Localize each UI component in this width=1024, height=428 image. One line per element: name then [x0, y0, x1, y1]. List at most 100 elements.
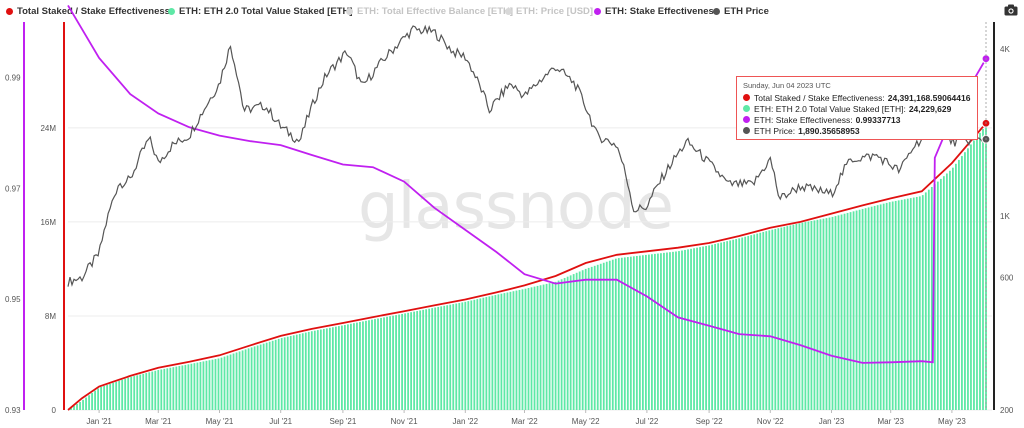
staked-bar — [696, 247, 698, 410]
staked-bar — [693, 248, 695, 410]
legend-label: ETH: ETH 2.0 Total Value Staked [ETH] — [179, 5, 353, 17]
staked-bar — [154, 370, 157, 410]
staked-bar — [596, 264, 599, 410]
total-staked-line — [67, 122, 987, 411]
staked-bar — [295, 334, 298, 410]
staked-bar — [771, 229, 774, 410]
staked-bar — [473, 299, 476, 410]
staked-bar — [434, 307, 437, 410]
staked-bar — [184, 364, 187, 410]
legend-label: Total Staked / Stake Effectiveness — [17, 5, 170, 17]
staked-bar — [380, 317, 382, 410]
staked-bar — [121, 379, 124, 410]
tooltip-swatch — [743, 127, 750, 134]
staked-bar — [76, 403, 78, 410]
staked-bar — [344, 324, 346, 410]
staked-bar — [765, 231, 768, 410]
staked-bar — [620, 257, 623, 410]
staked-bar — [157, 370, 160, 410]
staked-bar — [614, 258, 617, 410]
staked-bar — [223, 356, 226, 410]
staked-bar — [545, 283, 548, 410]
staked-bar — [395, 315, 397, 410]
staked-bar — [85, 397, 87, 410]
legend-swatch — [505, 7, 512, 15]
staked-bar — [169, 367, 172, 410]
staked-bar — [127, 377, 130, 410]
staked-bar — [347, 324, 349, 410]
staked-bar — [792, 224, 795, 410]
legend-item[interactable]: ETH: ETH 2.0 Total Value Staked [ETH] — [168, 5, 353, 17]
staked-bar — [298, 333, 301, 410]
staked-bar — [569, 275, 572, 410]
staked-bar — [443, 305, 446, 410]
legend-item[interactable]: ETH: Stake Effectiveness — [594, 5, 719, 17]
stake-effectiveness-tick-label: 0.93 — [5, 406, 21, 415]
staked-bar — [795, 223, 798, 410]
staked-bar — [702, 246, 704, 410]
legend-item[interactable]: ETH Price — [713, 5, 769, 17]
staked-bar — [202, 361, 205, 410]
staked-bar — [94, 390, 96, 410]
staked-bar — [401, 313, 403, 410]
staked-bar — [253, 346, 256, 410]
legend-label: ETH Price — [724, 5, 769, 17]
staked-bar — [927, 189, 930, 410]
staked-bar — [506, 292, 509, 410]
tooltip-row: ETH Price: 1,890.35658953 — [743, 125, 971, 136]
staked-bar — [948, 170, 951, 410]
x-tick-label: Sep '22 — [696, 417, 723, 426]
chart-legend: Total Staked / Stake Effectiveness ETH: E… — [0, 0, 1024, 22]
staked-bar — [190, 363, 193, 410]
staked-bar — [79, 401, 81, 410]
staked-bar — [356, 322, 358, 410]
staked-bar — [644, 254, 647, 410]
legend-label: ETH: Stake Effectiveness — [605, 5, 720, 17]
staked-bar — [106, 384, 109, 410]
staked-bar — [488, 296, 491, 410]
staked-bar — [976, 136, 978, 411]
staked-bar — [353, 323, 355, 410]
tooltip-row: ETH: Stake Effectiveness: 0.99337713 — [743, 114, 971, 125]
staked-bar — [115, 381, 118, 410]
staked-bar — [238, 351, 241, 410]
staked-bar — [651, 254, 653, 410]
staked-bar — [741, 237, 744, 410]
staked-bar — [455, 303, 458, 410]
x-tick-label: May '22 — [572, 417, 600, 426]
staked-bar — [124, 378, 127, 410]
staked-bar — [497, 294, 500, 410]
staked-bar — [891, 201, 894, 410]
staked-bar — [750, 235, 753, 410]
legend-item[interactable]: ETH: Total Effective Balance [ETH] — [346, 5, 513, 17]
staked-bar — [660, 253, 662, 410]
staked-bar — [557, 280, 560, 410]
staked-bar — [933, 184, 936, 410]
staked-bar — [82, 399, 84, 410]
x-tick-label: Jul '21 — [269, 417, 292, 426]
staked-bar — [831, 216, 834, 410]
price-tick-label: 200 — [1000, 406, 1014, 415]
price-tick-label: 600 — [1000, 274, 1014, 283]
staked-bar — [654, 253, 656, 410]
staked-bar — [440, 306, 443, 410]
staked-bar — [663, 252, 665, 410]
staked-bar — [723, 241, 726, 410]
staked-bar — [599, 263, 602, 410]
staked-bar — [672, 251, 674, 410]
staked-bar — [524, 288, 527, 410]
staked-bar — [307, 331, 310, 410]
legend-label: ETH: Price [USD] — [516, 5, 594, 17]
staked-bar — [142, 373, 145, 410]
staked-bar — [244, 349, 247, 410]
camera-icon[interactable] — [1004, 4, 1018, 16]
legend-item[interactable]: ETH: Price [USD] — [505, 5, 593, 17]
staked-bar — [885, 202, 888, 410]
staked-bar — [163, 368, 166, 410]
staked-bar — [717, 243, 720, 410]
staked-bar — [386, 316, 388, 410]
staked-bar — [918, 196, 921, 410]
staked-bar — [566, 276, 569, 410]
legend-item[interactable]: Total Staked / Stake Effectiveness — [6, 5, 170, 17]
